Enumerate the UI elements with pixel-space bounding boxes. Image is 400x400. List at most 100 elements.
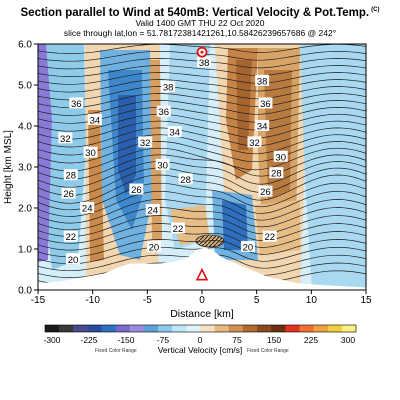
theta-label: 20 <box>68 255 79 266</box>
colorbar-tick-label: -150 <box>117 335 134 345</box>
theta-label-box <box>197 56 212 68</box>
theta-label: 28 <box>180 175 191 186</box>
theta-label: 30 <box>275 152 286 163</box>
theta-label-box <box>87 113 102 125</box>
x-tick-label: 0 <box>199 295 205 306</box>
theta-label-box <box>63 169 78 181</box>
title-mark: (C) <box>371 7 380 13</box>
colorbar-right-note: Fixed Color Range <box>247 348 289 354</box>
theta-contour <box>38 199 366 224</box>
slice-subtitle: slice through lat,lon = 51.7817238142126… <box>63 28 337 38</box>
theta-contour <box>38 44 366 54</box>
theta-label-box <box>65 253 80 265</box>
theta-label: 38 <box>257 76 268 87</box>
theta-contour <box>38 79 366 93</box>
y-tick-label: 6.0 <box>18 40 32 51</box>
theta-label-box <box>262 230 277 242</box>
colorbar-swatch <box>59 325 74 332</box>
theta-contour <box>38 65 366 77</box>
theta-label: 34 <box>257 122 268 133</box>
colorbar-tick-label: 75 <box>232 335 242 345</box>
colorbar-tick-label: 0 <box>198 335 203 345</box>
theta-label: 38 <box>199 58 210 69</box>
strong-updraft-edge <box>38 44 52 262</box>
y-tick-label: 2.0 <box>18 204 32 215</box>
colorbar-swatch <box>73 325 88 332</box>
updraft-band <box>300 44 366 290</box>
colorbar-tick-label: 150 <box>267 335 281 345</box>
theta-contour <box>38 113 366 132</box>
theta-label-box <box>146 240 161 252</box>
theta-label-box <box>255 74 270 86</box>
colorbar-tick-label: 225 <box>304 335 318 345</box>
theta-label-box <box>269 167 284 179</box>
theta-contour <box>38 147 366 172</box>
theta-label: 34 <box>169 128 180 139</box>
theta-contour <box>38 161 366 188</box>
colorbar-label: Vertical Velocity [cm/s] <box>157 345 243 355</box>
theta-contour <box>38 215 366 237</box>
theta-label-box <box>83 146 98 158</box>
theta-contour <box>38 100 366 116</box>
x-tick-label: 10 <box>306 295 318 306</box>
y-tick-label: 5.0 <box>18 81 32 92</box>
theta-label-box <box>258 185 273 197</box>
theta-contour <box>38 120 366 140</box>
colorbar-tick-label: -300 <box>43 335 60 345</box>
colorbar-tick-label: 300 <box>341 335 355 345</box>
theta-label: 24 <box>148 206 159 217</box>
colorbar-swatch <box>129 325 145 332</box>
theta-label: 20 <box>243 242 254 253</box>
theta-contour <box>38 207 366 231</box>
colorbar-swatch <box>257 325 272 332</box>
y-axis: 0.0 1.0 2.0 3.0 4.0 5.0 6.0 <box>18 40 38 297</box>
theta-label-box <box>240 240 255 252</box>
markers <box>195 46 209 281</box>
theta-contour <box>38 86 366 101</box>
theta-contour <box>38 127 366 148</box>
theta-label: 26 <box>260 187 271 198</box>
updraft-core <box>118 95 136 195</box>
theta-label-box <box>156 105 171 117</box>
theta-label-box <box>63 230 78 242</box>
theta-label: 38 <box>163 83 174 94</box>
theta-label-box <box>129 183 144 195</box>
theta-label: 32 <box>249 138 260 149</box>
theta-label-box <box>161 81 176 93</box>
y-tick-label: 1.0 <box>18 245 32 256</box>
colorbar-tick-label: -225 <box>80 335 97 345</box>
theta-label-box <box>170 222 185 234</box>
colorbar-swatch <box>327 325 343 332</box>
theta-contour <box>38 223 366 244</box>
colorbar-swatch <box>214 325 230 332</box>
theta-label: 34 <box>90 115 101 126</box>
theta-label: 28 <box>271 169 282 180</box>
colorbar-swatch <box>87 325 102 332</box>
colorbar-swatch <box>172 325 187 332</box>
x-tick-label: 15 <box>360 295 372 306</box>
x-axis: -15 -10 -5 0 5 10 15 <box>31 290 372 306</box>
theta-label-box <box>258 97 273 109</box>
colorbar-swatch <box>242 325 258 332</box>
colorbar-swatch <box>45 325 60 332</box>
y-tick-label: 0.0 <box>18 286 32 297</box>
valid-time-subtitle: Valid 1400 GMT THU 22 Oct 2020 <box>135 18 265 28</box>
theta-label-box <box>69 97 84 109</box>
theta-contour <box>38 72 366 85</box>
colorbar-swatch <box>158 325 173 332</box>
chart-title: Section parallel to Wind at 540mB: Verti… <box>20 6 380 19</box>
location-circle-dot <box>200 50 204 54</box>
colorbar: -300 -225 -150 -75 0 75 150 225 300 <box>43 324 357 345</box>
theta-label: 28 <box>66 171 77 182</box>
theta-contour <box>38 154 366 180</box>
theta-label-box <box>138 136 153 148</box>
colorbar-swatch <box>313 325 329 332</box>
x-axis-label: Distance [km] <box>170 308 234 320</box>
colorbar-swatch <box>101 325 116 332</box>
colorbar-swatch <box>228 325 244 332</box>
theta-label: 36 <box>260 99 271 110</box>
theta-label-box <box>178 173 193 185</box>
theta-contour <box>38 141 366 164</box>
